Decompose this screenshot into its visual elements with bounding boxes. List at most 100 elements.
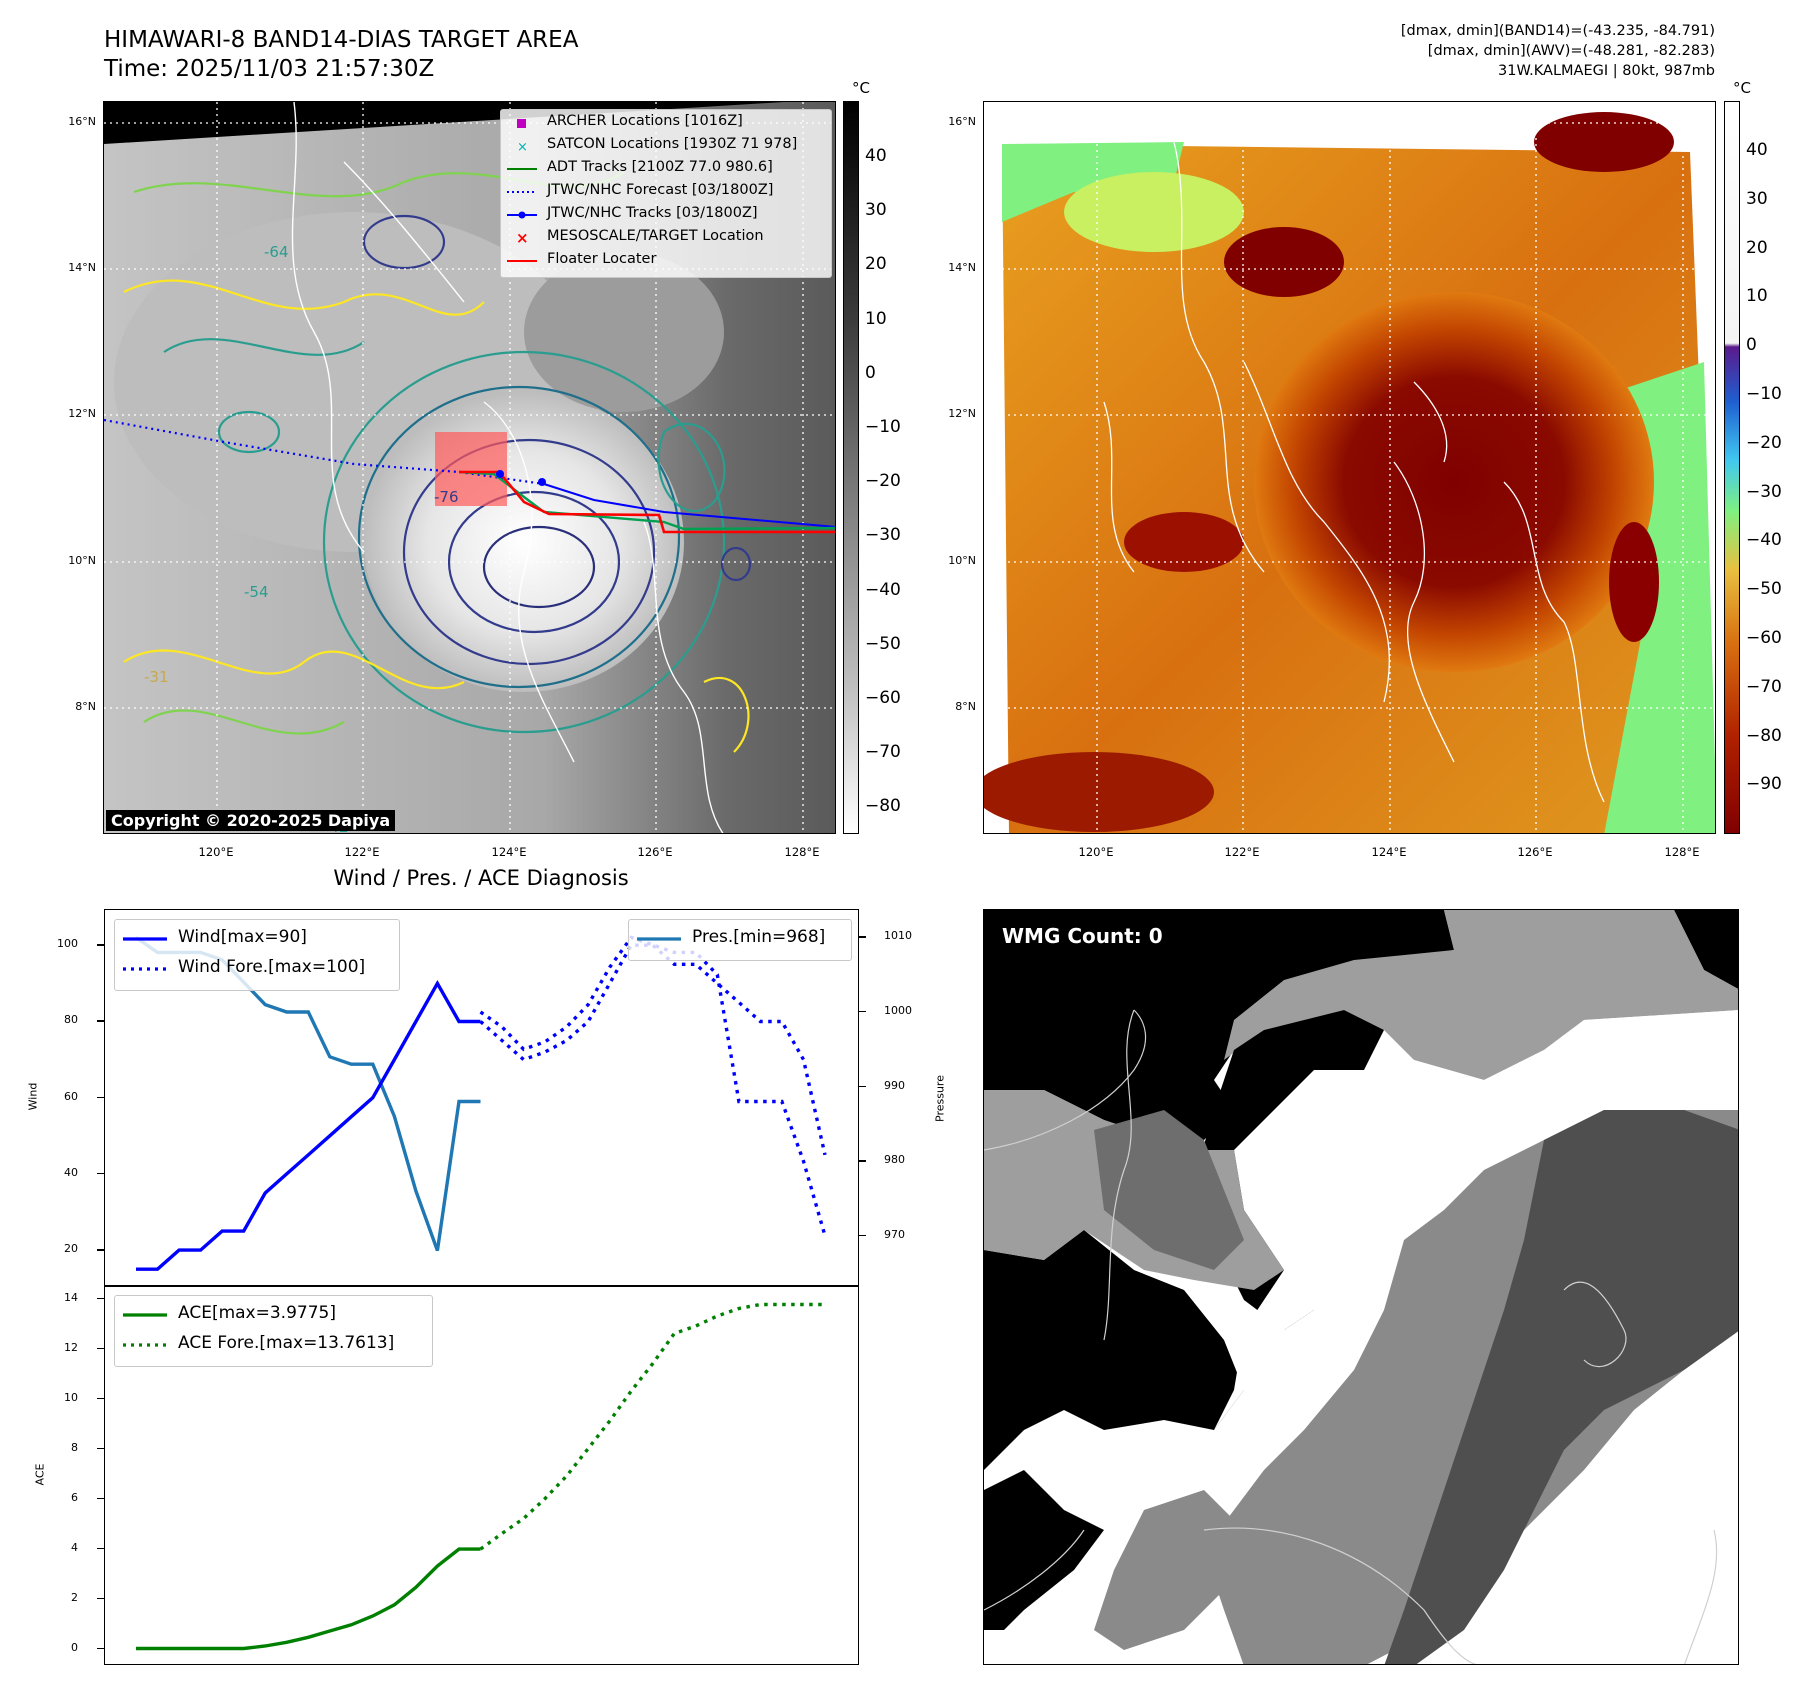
legend-ace: ACE[max=3.9775] [178,1303,336,1323]
lon-label: 128°E [1664,845,1700,859]
wind-tick-label: 20 [64,1242,78,1256]
ace-tick-label: 4 [71,1540,78,1554]
wind-line [136,979,481,1271]
lat-label: 12°N [68,407,96,420]
ace-tick-label: 0 [71,1640,78,1654]
wind-tick-label: 100 [57,937,78,951]
colorbar-tick-label: 30 [1746,188,1768,209]
ace-tick-mark [97,1647,104,1649]
legend-mesoscale: MESOSCALE/TARGET Location [547,228,764,244]
colorbar-tick-label: 30 [865,200,887,221]
lat-label: 16°N [948,115,976,128]
pressure-legend: Pres.[min=968] [628,919,852,961]
legend-wind-forecast: Wind Fore.[max=100] [178,957,366,977]
pressure-tick-label: 990 [884,1078,905,1092]
wind-tick-mark [97,944,104,946]
chart-title: HIMAWARI-8 BAND14-DIAS TARGET AREA [104,27,579,53]
colorbar-tick-label: −60 [865,688,901,708]
diagnosis-title: Wind / Pres. / ACE Diagnosis [333,866,629,890]
colorbar-tick-label: −10 [1746,384,1782,404]
colorbar-tick-label: −50 [865,633,901,654]
colorbar-tick-label: −20 [1746,432,1782,453]
colorbar-tick-label: −80 [1746,725,1782,746]
wind-tick-mark [97,1096,104,1099]
colorbar-tick-label: 40 [1746,140,1768,160]
colorbar-tick-label: 0 [1746,335,1757,356]
lon-label: 120°E [198,845,234,859]
ace-tick-mark [97,1447,104,1449]
colorbar-tick-label: −10 [865,417,901,437]
lon-label: 128°E [784,845,820,859]
colorbar-tick-label: 40 [865,146,887,166]
legend-archer: ARCHER Locations [1016Z] [547,113,743,129]
ace-axis-label: ACE [33,1463,47,1486]
pressure-tick-label: 970 [884,1227,905,1241]
ace-plot [136,1302,825,1651]
lat-label: 8°N [75,700,96,713]
wmg-image [984,910,1738,1664]
colorbar-tick-label: −60 [1746,628,1782,648]
legend-ace-forecast: ACE Fore.[max=13.7613] [178,1333,395,1353]
pressure-tick-label: 980 [884,1153,905,1167]
colorbar-tick-label: −80 [865,796,901,817]
legend-satcon: SATCON Locations [1930Z 71 978] [547,136,798,152]
wind-pressure-panel: Wind[max=90] Wind Fore.[max=100] Pres.[m… [104,909,859,1287]
wind-axis-label: Wind [26,1082,40,1111]
colorbar-tick-label: 20 [1746,237,1768,258]
contour-label: -31 [144,668,169,686]
ace-tick-mark [97,1297,104,1299]
ace-tick-mark [97,1397,104,1399]
wmg-panel: WMG Count: 0 [983,909,1739,1665]
ace-tick-label: 2 [71,1590,78,1604]
ace-panel: ACE[max=3.9775] ACE Fore.[max=13.7613] [104,1285,859,1665]
ace-tick-mark [97,1597,104,1599]
legend-adt: ADT Tracks [2100Z 77.0 980.6] [547,159,773,175]
storm-info: 31W.KALMAEGI | 80kt, 987mb [1498,63,1715,79]
wind-tick-label: 60 [64,1089,78,1103]
colorbar-tick-label: 0 [865,362,876,383]
colorbar-tick-label: −40 [1746,530,1782,551]
colorbar-tick-label: −70 [865,742,901,763]
wind-tick-mark [97,1249,104,1251]
pressure-tick-mark [859,1234,866,1237]
legend-jtwc-forecast: JTWC/NHC Forecast [03/1800Z] [547,182,774,198]
wind-forecast-line [479,943,827,1156]
wmg-count: WMG Count: 0 [1002,924,1163,948]
colorbar-tick-label: −30 [865,525,901,546]
colorbar-tick-label: 10 [1746,286,1768,307]
legend-floater: Floater Locater [547,251,657,267]
colorbar-tick-label: 10 [865,308,887,329]
pressure-axis-label: Pressure [933,1075,947,1122]
awv-range: [dmax, dmin](AWV)=(-48.281, -82.283) [1427,43,1715,59]
legend-wind: Wind[max=90] [178,927,307,947]
contour-label: -54 [244,583,269,601]
lat-label: 10°N [948,554,976,567]
lat-label: 12°N [948,407,976,420]
colorbar-tick-label: −90 [1746,774,1782,795]
ace-tick-mark [97,1347,104,1349]
awv-image [984,102,1715,833]
pressure-tick-mark [859,1085,866,1087]
pressure-forecast-line [479,935,827,1237]
legend-jtwc-tracks: JTWC/NHC Tracks [03/1800Z] [547,205,758,221]
wind-tick-label: 80 [64,1013,78,1027]
pressure-tick-label: 1000 [884,1004,912,1018]
colorbar-tick-label: −20 [865,471,901,492]
ace-tick-label: 14 [64,1290,78,1304]
pressure-tick-mark [859,1011,866,1013]
ace-tick-mark [97,1547,104,1549]
awv-colorbar [1724,101,1740,834]
lat-label: 8°N [955,700,976,713]
lon-label: 124°E [1371,845,1407,859]
awv-map [983,101,1716,834]
ace-tick-label: 6 [71,1490,78,1504]
map-legend: ARCHER Locations [1016Z] SATCON Location… [500,109,832,278]
legend-markers: × × [507,119,537,262]
mesoscale-target-box [435,432,507,506]
ace-line [136,1547,481,1651]
lat-label: 16°N [68,115,96,128]
ace-tick-label: 8 [71,1440,78,1454]
svg-text:×: × [516,229,529,247]
colorbar-tick-label: 20 [865,254,887,275]
colorbar-tick-label: −30 [1746,481,1782,502]
